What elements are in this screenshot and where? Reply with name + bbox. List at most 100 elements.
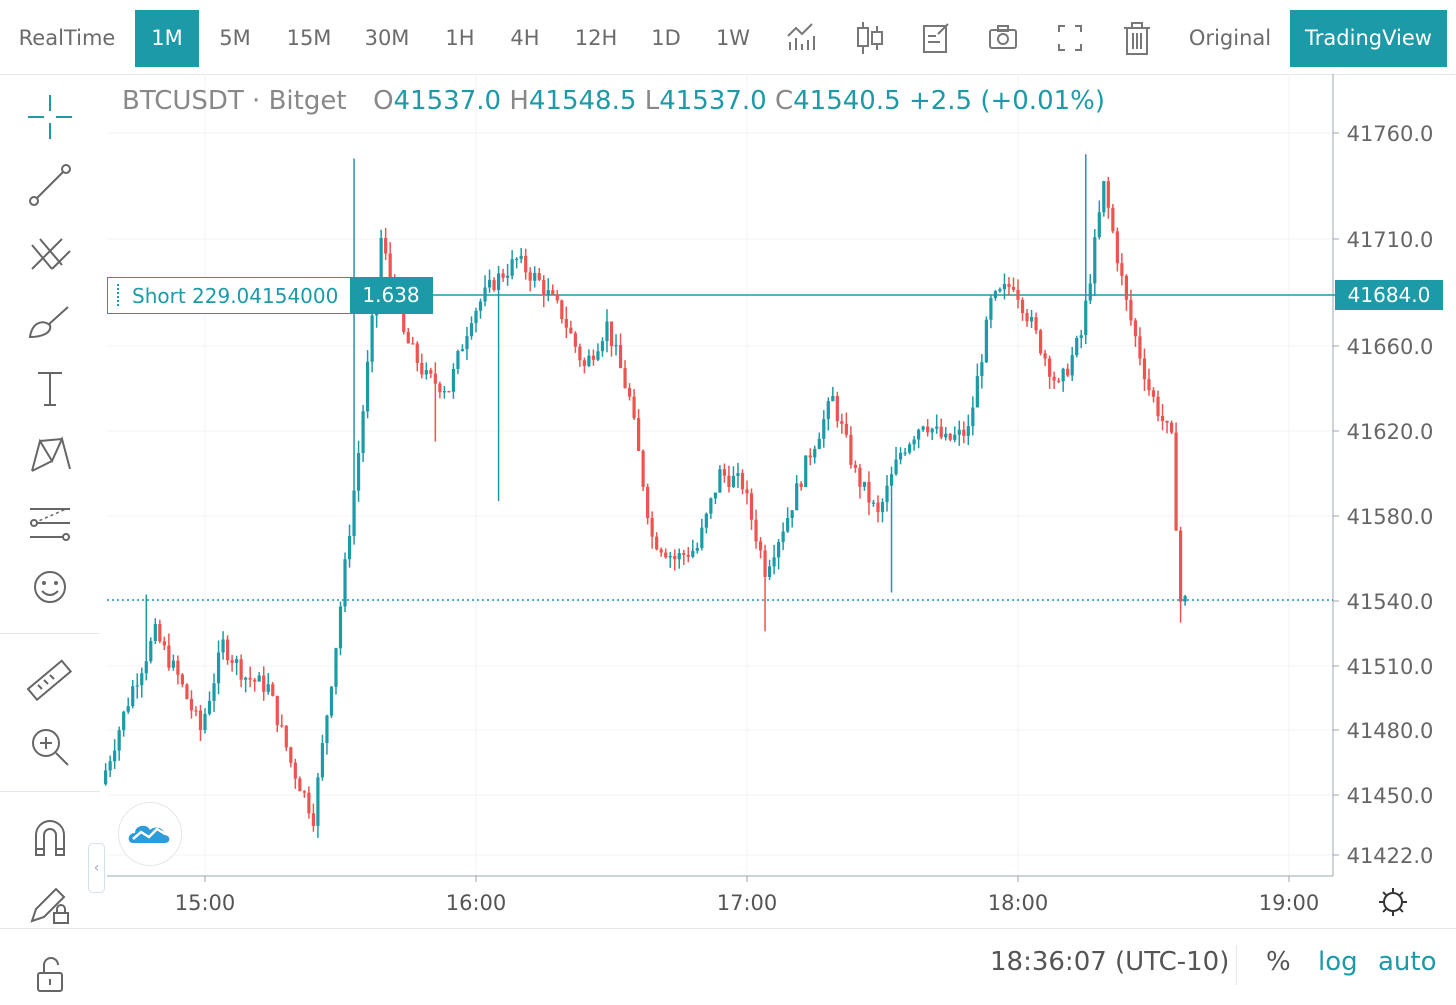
- candle-body: [975, 376, 979, 408]
- interval-tab-1d[interactable]: 1D: [651, 26, 681, 50]
- candle-body: [1093, 237, 1097, 284]
- pattern-icon[interactable]: [22, 427, 78, 483]
- candle-body: [618, 345, 623, 369]
- candle-body: [862, 481, 867, 487]
- candle-body: [1147, 379, 1151, 391]
- interval-tab-1m[interactable]: 1M: [135, 10, 199, 67]
- candle-body: [496, 273, 501, 291]
- notes-icon[interactable]: [914, 14, 956, 62]
- fullscreen-icon[interactable]: [1049, 14, 1091, 62]
- candle-body: [813, 448, 817, 458]
- candle-body: [180, 674, 185, 685]
- interval-tab-1h[interactable]: 1H: [445, 26, 475, 50]
- candle-body: [731, 476, 736, 487]
- candle-body: [930, 428, 934, 433]
- candle-body: [284, 725, 288, 748]
- interval-tab-12h[interactable]: 12H: [574, 26, 618, 50]
- crosshair-icon[interactable]: [22, 89, 78, 145]
- close-value: 41540.5: [793, 86, 901, 116]
- candle-body: [840, 421, 844, 424]
- candle-body: [230, 660, 234, 663]
- candle-body: [894, 459, 898, 475]
- trend-line-icon[interactable]: [22, 157, 78, 213]
- candle-body: [1097, 212, 1101, 238]
- lock-pencil-icon[interactable]: [22, 877, 78, 933]
- time-tick-label: 18:00: [988, 891, 1049, 915]
- log-toggle[interactable]: log: [1318, 947, 1358, 977]
- candle-body: [795, 483, 799, 511]
- candle-body: [492, 279, 496, 291]
- percent-toggle[interactable]: %: [1266, 947, 1291, 977]
- interval-tab-5m[interactable]: 5M: [219, 26, 251, 50]
- text-icon[interactable]: [22, 361, 78, 417]
- candle-body: [849, 434, 853, 465]
- auto-toggle[interactable]: auto: [1378, 947, 1437, 977]
- candle-body: [686, 554, 690, 557]
- magnet-icon[interactable]: [22, 809, 78, 865]
- candle-body: [1129, 299, 1133, 321]
- interval-tab-30m[interactable]: 30M: [364, 26, 410, 50]
- interval-tab-4h[interactable]: 4H: [510, 26, 540, 50]
- candle-body: [474, 310, 478, 324]
- candle-body: [957, 429, 961, 435]
- original-view-button[interactable]: Original: [1188, 26, 1272, 50]
- candle-body: [483, 287, 487, 302]
- candle-body: [1070, 355, 1074, 376]
- brush-icon[interactable]: [22, 293, 78, 349]
- position-line-label[interactable]: Short 229.04154000 1.638: [107, 277, 433, 314]
- indicators-icon[interactable]: [780, 14, 822, 62]
- candle-body: [664, 552, 668, 558]
- candle-body: [212, 683, 216, 701]
- candle-body: [198, 710, 203, 731]
- candle-body: [948, 433, 952, 440]
- trash-icon[interactable]: [1116, 14, 1158, 62]
- unlock-icon[interactable]: [22, 945, 78, 1001]
- candle-body: [1043, 353, 1047, 359]
- position-price-tag: 41684.0: [1335, 280, 1443, 310]
- candle-body: [370, 315, 374, 362]
- ruler-icon[interactable]: [22, 653, 78, 709]
- settings-icon[interactable]: [1379, 888, 1407, 916]
- candle-body: [713, 492, 717, 499]
- interval-tab-realtime[interactable]: RealTime: [18, 26, 116, 50]
- candle-body: [993, 291, 998, 299]
- candle-body: [203, 713, 207, 731]
- zoom-in-icon[interactable]: [22, 719, 78, 775]
- candle-body: [632, 396, 636, 419]
- fork-icon[interactable]: [22, 225, 78, 281]
- candle-body: [361, 411, 365, 454]
- prediction-icon[interactable]: [22, 495, 78, 551]
- time-tick-label: 17:00: [717, 891, 778, 915]
- candle-body: [835, 395, 839, 422]
- candle-body: [614, 345, 618, 347]
- candle-body: [551, 290, 555, 295]
- candle-body: [1142, 358, 1147, 380]
- interval-tab-1w[interactable]: 1W: [715, 26, 751, 50]
- candle-body: [1034, 317, 1038, 331]
- candle-body: [1138, 336, 1142, 359]
- candle-style-icon[interactable]: [848, 14, 890, 62]
- open-key: O: [373, 86, 394, 116]
- candle-body: [122, 711, 126, 731]
- candle-body: [1020, 299, 1025, 314]
- candle-body: [600, 341, 605, 352]
- collapse-toolbar-button[interactable]: ‹: [88, 843, 105, 893]
- candle-body: [451, 369, 456, 392]
- drag-handle[interactable]: [117, 284, 121, 306]
- candle-body: [528, 272, 532, 281]
- candle-body: [135, 685, 139, 687]
- open-value: 41537.0: [393, 86, 502, 116]
- price-tick-label: 41510.0: [1347, 655, 1434, 679]
- candle-body: [402, 306, 406, 332]
- candle-body: [537, 273, 541, 280]
- camera-icon[interactable]: [982, 14, 1024, 62]
- candle-body: [926, 426, 930, 433]
- interval-tab-15m[interactable]: 15M: [286, 26, 332, 50]
- emoji-icon[interactable]: [22, 559, 78, 615]
- candle-body: [1066, 368, 1070, 376]
- candle-body: [253, 679, 257, 682]
- candle-body: [1160, 416, 1165, 421]
- tradingview-view-button[interactable]: TradingView: [1290, 10, 1447, 67]
- toolbar-divider: [0, 633, 100, 634]
